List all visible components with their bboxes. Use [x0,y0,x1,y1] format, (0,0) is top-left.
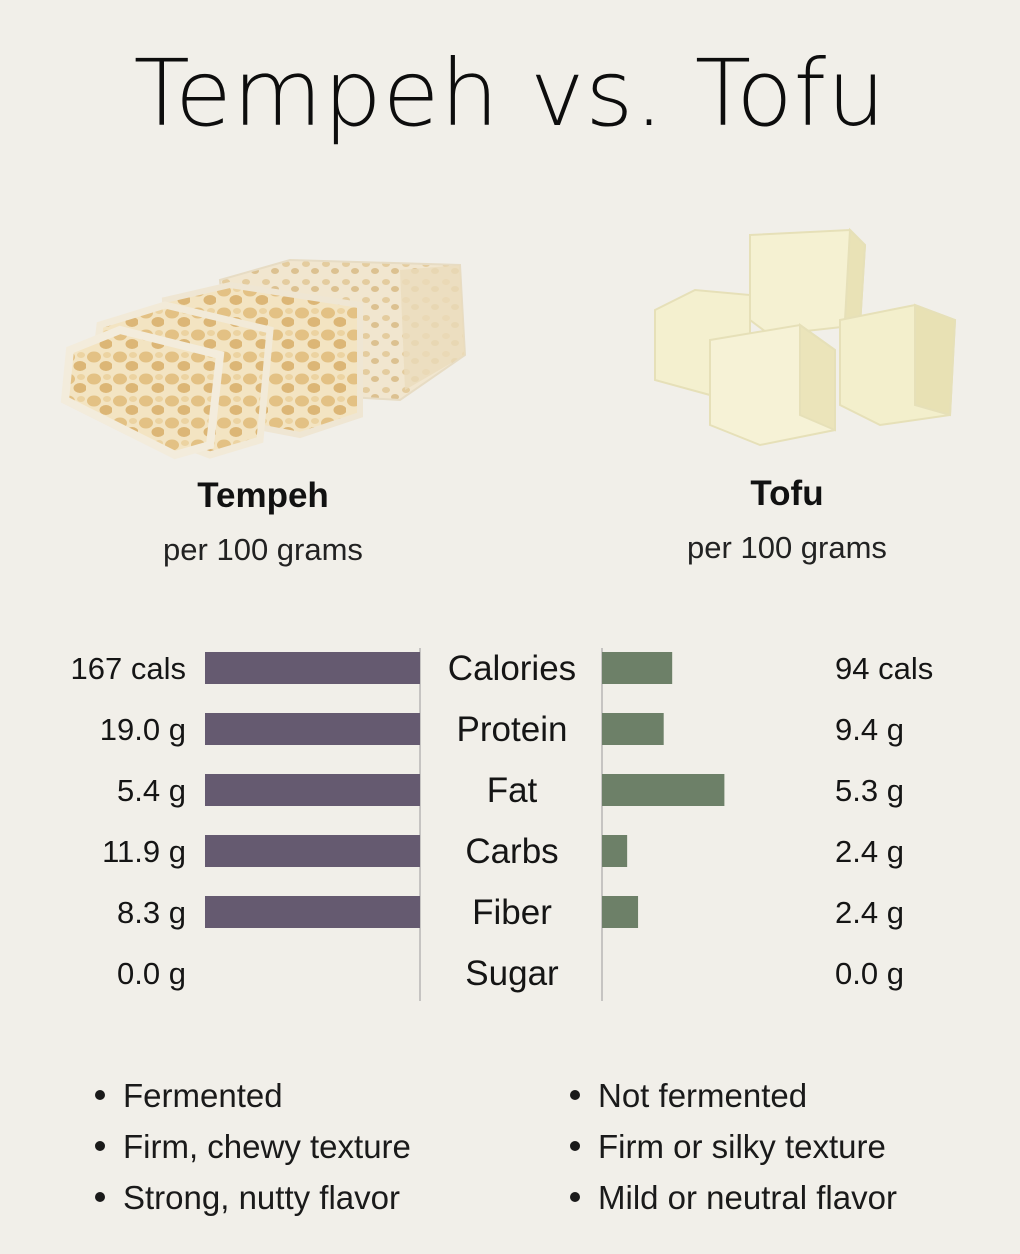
fact-item: Mild or neutral flavor [570,1172,897,1223]
tofu-value-fiber: 2.4 g [835,895,904,930]
category-label-sugar: Sugar [465,954,559,993]
nutrition-chart: Calories 167 cals 94 cals Protein 19.0 g 9.4 … [71,648,933,1001]
tofu-value-calories: 94 cals [835,651,933,686]
tofu-name: Tofu [750,474,824,513]
bullet-icon [570,1192,580,1203]
tofu-value-sugar: 0.0 g [835,956,904,991]
bullet-icon [570,1141,580,1152]
fact-item: Firm or silky texture [570,1121,897,1172]
tempeh-bar-calories [205,652,420,684]
tempeh-facts: Fermented Firm, chewy texture Strong, nu… [95,1070,411,1223]
tempeh-bar-protein [205,713,420,745]
tofu-value-carbs: 2.4 g [835,834,904,869]
tofu-serving: per 100 grams [687,530,887,565]
tempeh-value-fiber: 8.3 g [117,895,186,930]
fact-item: Not fermented [570,1070,897,1121]
tempeh-value-carbs: 11.9 g [102,834,186,869]
tempeh-bar-carbs [205,835,420,867]
tofu-bar-fat [602,774,725,806]
tofu-bar-carbs [602,835,628,867]
fact-item: Fermented [95,1070,411,1121]
tempeh-value-protein: 19.0 g [100,712,186,747]
tempeh-serving: per 100 grams [163,532,363,567]
bullet-icon [95,1090,105,1101]
tempeh-value-calories: 167 cals [71,651,186,686]
tofu-bar-fiber [602,896,639,928]
fact-item: Firm, chewy texture [95,1121,411,1172]
tofu-value-fat: 5.3 g [835,773,904,808]
category-label-protein: Protein [457,710,568,749]
bullet-icon [570,1090,580,1101]
tempeh-bar-fat [205,774,420,806]
bullet-icon [95,1192,105,1203]
fact-item: Strong, nutty flavor [95,1172,411,1223]
bullet-icon [95,1141,105,1152]
tofu-illustration [654,227,957,447]
tempeh-bar-fiber [205,896,420,928]
tempeh-value-fat: 5.4 g [117,773,186,808]
tofu-facts: Not fermented Firm or silky texture Mild… [570,1070,897,1223]
tempeh-value-sugar: 0.0 g [117,956,186,991]
tempeh-illustration [60,258,467,460]
tempeh-name: Tempeh [197,476,329,515]
tofu-value-protein: 9.4 g [835,712,904,747]
category-label-fat: Fat [487,771,538,810]
tofu-bar-protein [602,713,664,745]
category-label-fiber: Fiber [472,893,552,932]
tofu-bar-calories [602,652,673,684]
category-label-calories: Calories [448,649,576,688]
category-label-carbs: Carbs [465,832,558,871]
page-title: Tempeh vs. Tofu [133,40,887,147]
